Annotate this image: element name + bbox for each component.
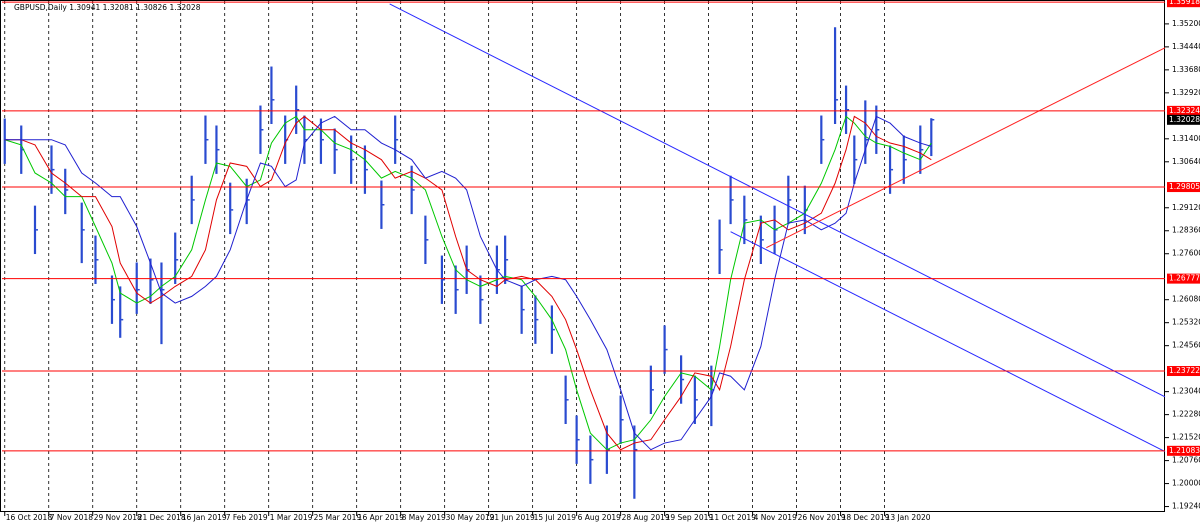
y-tick-label: 1.31400 bbox=[1172, 134, 1200, 143]
x-tick-label: 18 Dec 2019 bbox=[842, 513, 890, 522]
trendline bbox=[389, 3, 1166, 398]
y-tick-label: 1.20760 bbox=[1172, 456, 1200, 465]
y-tick-label: 1.32920 bbox=[1172, 88, 1200, 97]
x-tick-label: 16 Oct 2018 bbox=[6, 513, 53, 522]
y-tick-label: 1.30640 bbox=[1172, 157, 1200, 166]
y-tick-label: 1.27600 bbox=[1172, 249, 1200, 258]
y-tick-label: 1.26080 bbox=[1172, 295, 1200, 304]
x-tick-label: 30 May 2019 bbox=[446, 513, 495, 522]
y-tick-label: 1.22280 bbox=[1172, 410, 1200, 419]
x-tick-label: 19 Sep 2019 bbox=[666, 513, 714, 522]
y-tick-label: 1.23040 bbox=[1172, 387, 1200, 396]
y-tick-label: 1.34440 bbox=[1172, 42, 1200, 51]
x-tick-label: 6 Aug 2019 bbox=[578, 513, 621, 522]
chart-title: GBPUSD,Daily 1.30941 1.32081 1.30826 1.3… bbox=[14, 3, 201, 12]
level-label-box bbox=[1167, 0, 1200, 8]
moving-average bbox=[4, 115, 932, 451]
x-tick-label: 26 Nov 2019 bbox=[798, 513, 846, 522]
level-label-box bbox=[1167, 182, 1200, 193]
y-tick-label: 1.25320 bbox=[1172, 318, 1200, 327]
level-label: 1.21083 bbox=[1169, 446, 1200, 455]
level-label-box bbox=[1167, 366, 1200, 377]
level-label: 1.29805 bbox=[1169, 182, 1200, 191]
trendline bbox=[730, 231, 1166, 452]
y-tick-label: 1.29120 bbox=[1172, 203, 1200, 212]
x-tick-label: 29 Nov 2018 bbox=[94, 513, 142, 522]
level-label-box bbox=[1167, 445, 1200, 456]
x-tick-label: 11 Oct 2019 bbox=[710, 513, 757, 522]
y-tick-label: 1.19240 bbox=[1172, 502, 1200, 511]
y-tick-label: 1.24560 bbox=[1172, 341, 1200, 350]
last-price-label: 1.32028 bbox=[1169, 115, 1200, 124]
x-tick-label: 28 Aug 2019 bbox=[622, 513, 670, 522]
level-label-box bbox=[1167, 273, 1200, 284]
x-tick-label: 13 Jan 2020 bbox=[886, 513, 931, 522]
level-label: 1.26777 bbox=[1169, 274, 1200, 283]
x-tick-label: 7 Feb 2019 bbox=[226, 513, 268, 522]
x-tick-label: 21 Jun 2019 bbox=[490, 513, 535, 522]
y-tick-label: 1.33680 bbox=[1172, 65, 1200, 74]
level-label-box bbox=[1167, 105, 1200, 116]
x-tick-label: 1 Mar 2019 bbox=[270, 513, 313, 522]
y-tick-label: 1.28360 bbox=[1172, 226, 1200, 235]
x-tick-label: 21 Dec 2018 bbox=[138, 513, 186, 522]
level-label: 1.23722 bbox=[1169, 366, 1200, 375]
trendline bbox=[766, 47, 1166, 249]
x-tick-label: 8 May 2019 bbox=[402, 513, 446, 522]
y-tick-label: 1.21520 bbox=[1172, 433, 1200, 442]
x-tick-label: 15 Jul 2019 bbox=[534, 513, 577, 522]
last-price-box bbox=[1167, 114, 1200, 125]
level-label: 1.35918 bbox=[1169, 0, 1200, 6]
y-tick-label: 1.20000 bbox=[1172, 479, 1200, 488]
x-tick-label: 16 Apr 2019 bbox=[358, 513, 405, 522]
plot-frame bbox=[0, 0, 1165, 512]
x-tick-label: 16 Jan 2019 bbox=[182, 513, 227, 522]
level-label: 1.32324 bbox=[1169, 106, 1200, 115]
y-tick-label: 1.35200 bbox=[1172, 19, 1200, 28]
x-tick-label: 7 Nov 2018 bbox=[50, 513, 93, 522]
moving-average bbox=[4, 115, 932, 451]
x-tick-label: 4 Nov 2019 bbox=[754, 513, 797, 522]
x-tick-label: 25 Mar 2019 bbox=[314, 513, 362, 522]
